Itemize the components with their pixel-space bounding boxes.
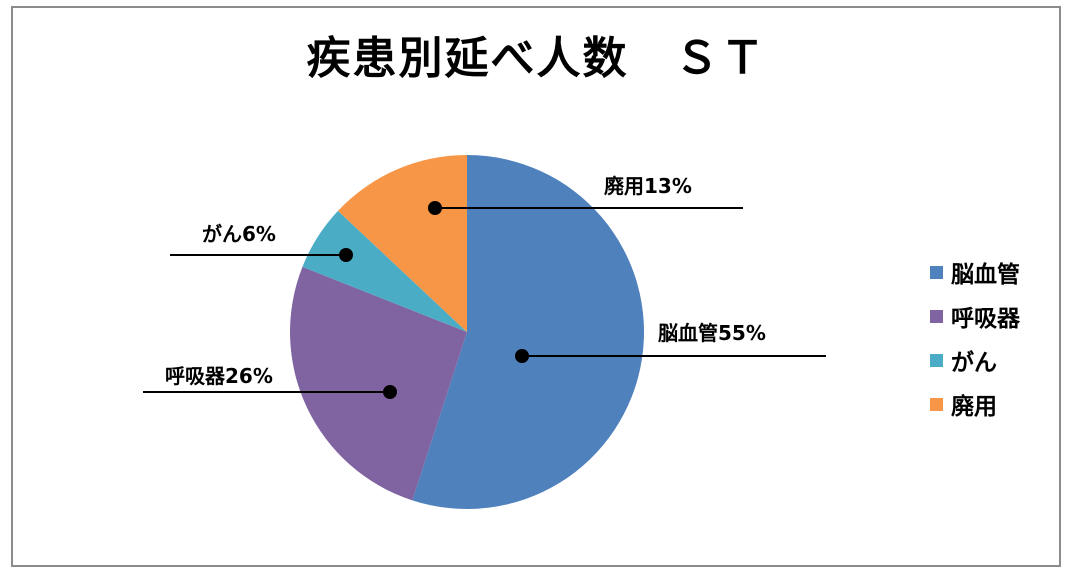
legend-swatch — [930, 309, 943, 323]
legend-label: 廃用 — [951, 394, 997, 420]
legend-label: 呼吸器 — [951, 306, 1020, 332]
chart-title: 疾患別延べ人数 ＳＴ — [306, 33, 767, 84]
legend-swatch — [930, 353, 943, 367]
leader-dot — [339, 248, 353, 262]
data-label: がん6% — [202, 222, 276, 246]
pie-slice — [302, 210, 467, 332]
legend-item: 呼吸器 — [930, 294, 1020, 338]
legend-label: がん — [951, 350, 997, 376]
data-label: 廃用13% — [604, 174, 692, 198]
pie-slice — [337, 155, 467, 332]
data-label: 脳血管55% — [657, 321, 766, 345]
pie-slice — [412, 155, 644, 509]
legend-item: がん — [930, 338, 1020, 382]
legend-item: 脳血管 — [930, 250, 1020, 294]
legend-item: 廃用 — [930, 382, 1020, 426]
leader-dot — [515, 349, 529, 363]
leader-dot — [428, 201, 442, 215]
legend-label: 脳血管 — [951, 262, 1020, 288]
legend-swatch — [930, 265, 943, 279]
pie-slice — [289, 266, 467, 501]
legend: 脳血管 呼吸器 がん 廃用 — [930, 250, 1020, 426]
data-label: 呼吸器26% — [165, 364, 273, 388]
legend-swatch — [930, 397, 943, 411]
leader-dot — [383, 385, 397, 399]
